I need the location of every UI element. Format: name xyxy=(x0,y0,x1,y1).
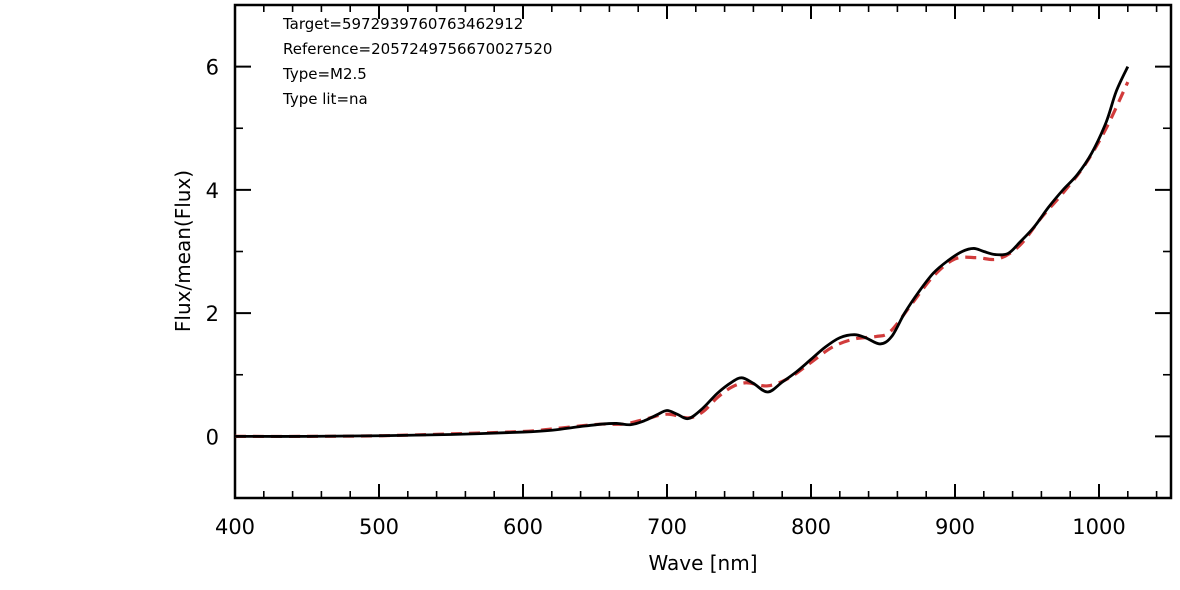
annotation-type-lit: Type lit=na xyxy=(282,90,368,108)
annotation-type: Type=M2.5 xyxy=(282,65,367,83)
axis-ticks xyxy=(234,5,1171,498)
y-tick-label: 2 xyxy=(206,302,219,326)
plot-area xyxy=(233,3,1173,500)
series-line-reference xyxy=(234,81,1130,439)
y-tick-label: 6 xyxy=(206,56,219,80)
series-layer xyxy=(234,66,1130,439)
y-tick-label: 4 xyxy=(206,179,219,203)
annotation-target: Target=5972939760763462912 xyxy=(282,15,523,33)
x-tick-label: 1000 xyxy=(1072,515,1125,539)
x-tick-label: 400 xyxy=(215,515,255,539)
x-tick-labels: 400 500 600 700 800 900 1000 xyxy=(215,515,1126,539)
x-tick-label: 500 xyxy=(359,515,399,539)
y-tick-label: 0 xyxy=(206,425,219,449)
x-axis-label: Wave [nm] xyxy=(648,551,757,575)
x-tick-label: 800 xyxy=(791,515,831,539)
x-tick-label: 600 xyxy=(503,515,543,539)
annotation-reference: Reference=2057249756670027520 xyxy=(283,40,552,58)
x-tick-label: 700 xyxy=(647,515,687,539)
x-tick-label: 900 xyxy=(935,515,975,539)
plot-frame xyxy=(233,3,1173,500)
y-axis-label: Flux/mean(Flux) xyxy=(171,170,195,332)
annotation-block: Target=5972939760763462912 Reference=205… xyxy=(282,15,552,108)
series-line-target xyxy=(234,66,1130,438)
y-tick-labels: 0 2 4 6 xyxy=(206,56,219,450)
